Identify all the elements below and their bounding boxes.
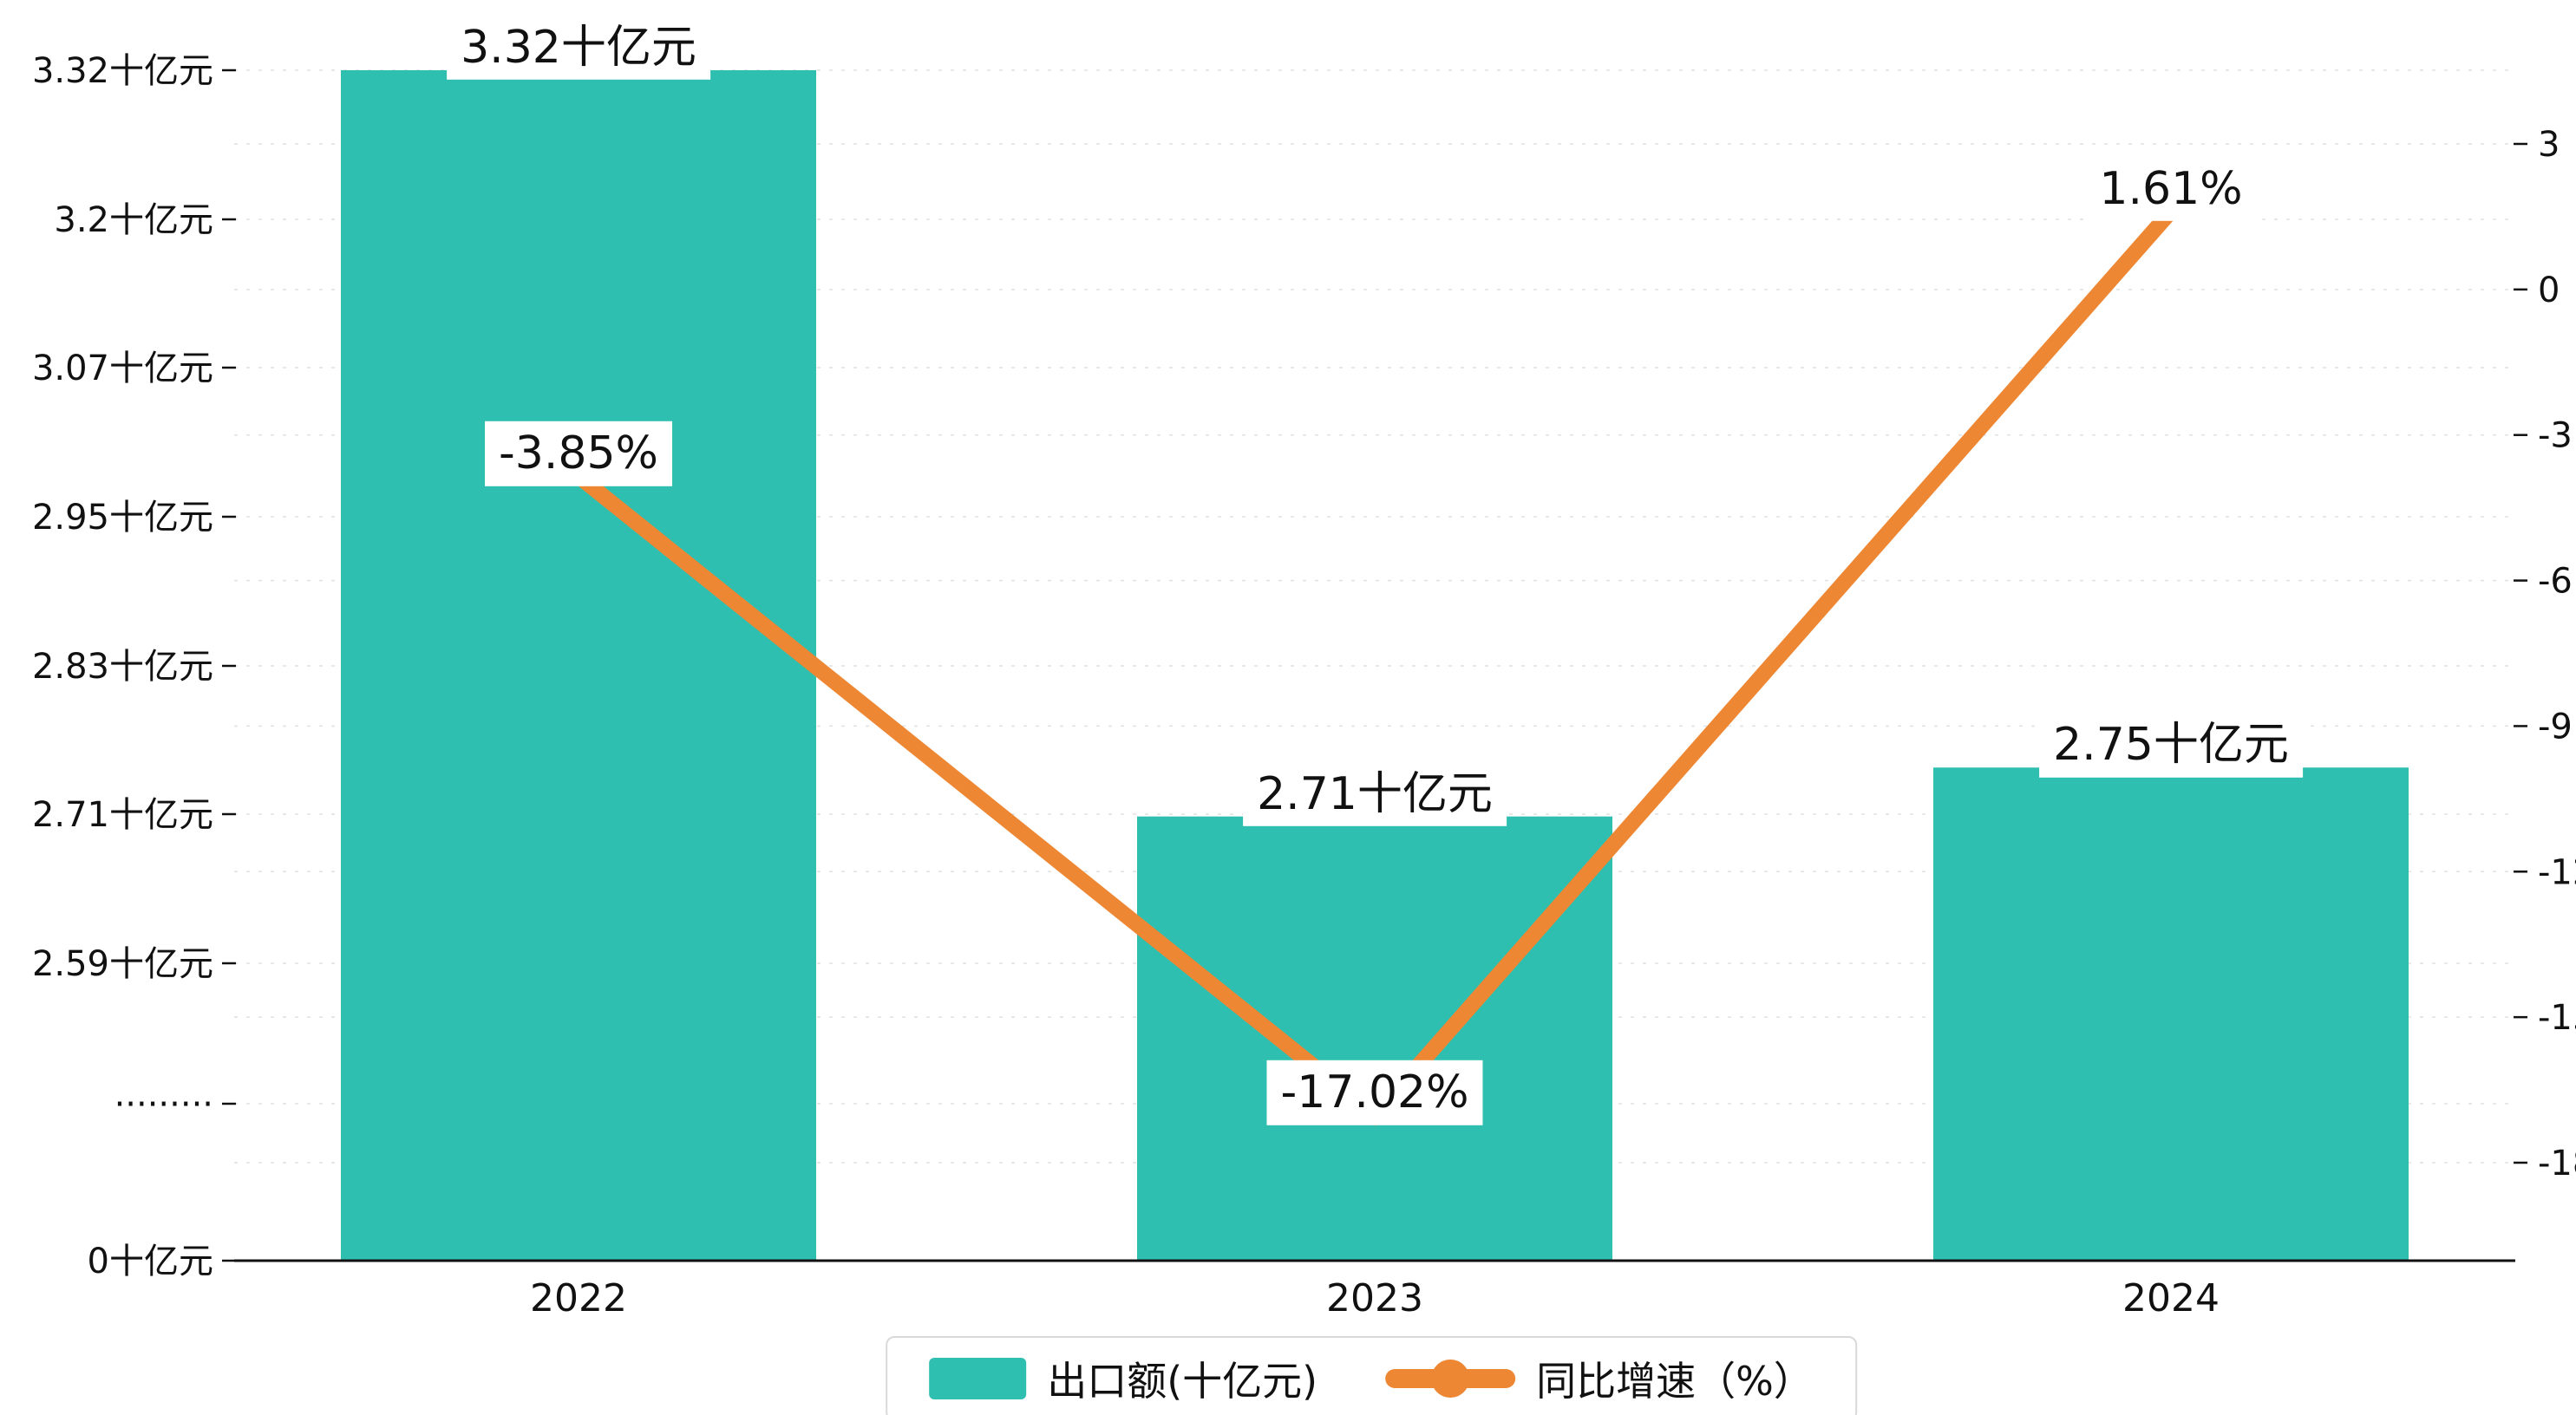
right-axis-tick-label: 0 <box>2538 271 2560 310</box>
left-axis-tick-label: 2.59十亿元 <box>32 944 213 984</box>
legend-item-export-value[interactable]: 出口额(十亿元) <box>929 1350 1317 1407</box>
left-axis-tick-label: 3.2十亿元 <box>54 200 213 240</box>
bar-series-swatch <box>929 1358 1027 1399</box>
x-axis-label: 2023 <box>1326 1276 1423 1320</box>
legend-label-growth-rate: 同比增速（%） <box>1536 1358 1814 1405</box>
x-axis-label: 2022 <box>530 1276 627 1320</box>
bar-2024[interactable] <box>1933 767 2409 1261</box>
right-axis-tick-label: -9 <box>2538 707 2573 747</box>
bar-2022[interactable] <box>341 70 816 1261</box>
left-axis-tick-label: ········· <box>114 1085 213 1125</box>
line-series-swatch <box>1385 1360 1516 1398</box>
x-axis-label: 2024 <box>2122 1276 2220 1320</box>
bar-2023[interactable] <box>1137 816 1612 1261</box>
left-axis-tick-label: 2.83十亿元 <box>32 647 213 687</box>
right-axis-tick-label: -12 <box>2538 852 2576 892</box>
line-series-dot <box>1431 1360 1470 1398</box>
right-axis-tick-label: -15 <box>2538 998 2576 1038</box>
left-axis-tick-label: 2.71十亿元 <box>32 795 213 835</box>
legend: 出口额(十亿元) 同比增速（%） <box>886 1336 1857 1415</box>
legend-item-growth-rate[interactable]: 同比增速（%） <box>1385 1350 1814 1407</box>
right-axis-tick-label: -18 <box>2538 1144 2576 1184</box>
right-axis-tick-label: -3 <box>2538 416 2573 456</box>
left-axis-tick-label: 3.32十亿元 <box>32 51 213 91</box>
left-axis-tick-label: 3.07十亿元 <box>32 349 213 388</box>
legend-label-export-value: 出口额(十亿元) <box>1047 1358 1318 1405</box>
right-axis-tick-label: -6 <box>2538 562 2573 602</box>
left-axis-tick-label: 2.95十亿元 <box>32 498 213 538</box>
left-axis-tick-label: 0十亿元 <box>88 1242 213 1281</box>
right-axis-tick-label: 3 <box>2538 125 2560 165</box>
